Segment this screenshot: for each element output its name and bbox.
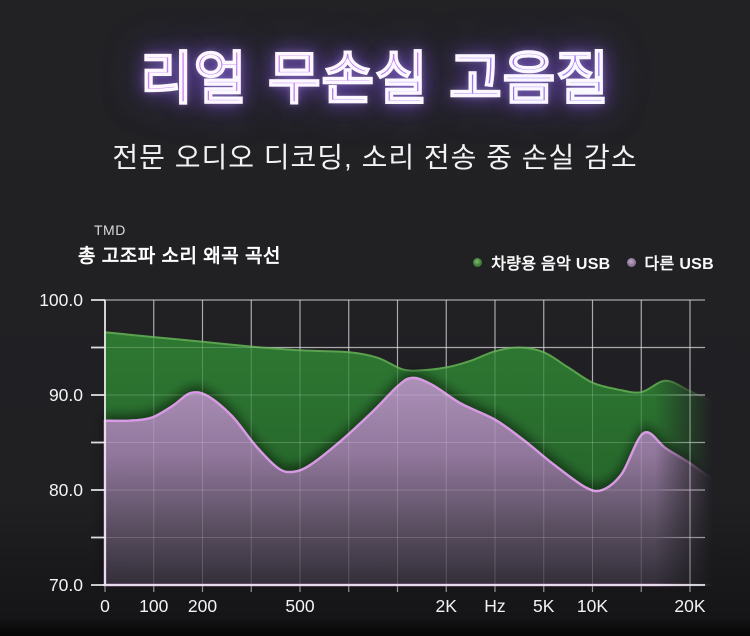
x-tick-label: 200 [188,596,217,616]
legend-item-car-usb: 차량용 음악 USB [473,250,610,274]
legend-dot-purple-icon [626,257,636,267]
y-tick-label: 80.0 [49,480,83,500]
legend-item-other-usb: 다른 USB [626,250,714,274]
x-tick-label: 5K [533,596,555,616]
x-tick-label: Hz [484,596,505,616]
y-tick-label: 70.0 [49,575,83,595]
y-tick-label: 100.0 [39,290,83,310]
x-tick-label: 2K [436,596,458,616]
x-tick-label: 100 [139,596,168,616]
chart-note-tmd: TMD [94,222,126,238]
x-tick-label: 20K [674,596,705,616]
x-tick-label: 10K [577,596,608,616]
legend-label-other-usb: 다른 USB [644,256,714,273]
chart-legend: 차량용 음악 USB 다른 USB [473,250,714,274]
legend-label-car-usb: 차량용 음악 USB [491,256,611,273]
chart-areas [103,331,738,587]
x-tick-label: 0 [100,596,110,616]
legend-dot-green-icon [473,257,483,267]
x-tick-label: 500 [285,596,314,616]
y-tick-label: 90.0 [49,385,83,405]
chart-title: 총 고조파 소리 왜곡 곡선 [78,246,281,267]
banner-title: 리얼 무손실 고음질 [0,42,750,116]
banner-subtitle: 전문 오디오 디코딩, 소리 전송 중 손실 감소 [112,142,638,173]
bottom-fade [0,618,750,636]
series-area-other-usb [103,376,738,587]
chart-axes [91,299,705,586]
thd-distortion-chart: 100.0 90.0 80.0 70.0 0 100 200 500 2K Hz 5K 10K 20K [39,290,738,616]
